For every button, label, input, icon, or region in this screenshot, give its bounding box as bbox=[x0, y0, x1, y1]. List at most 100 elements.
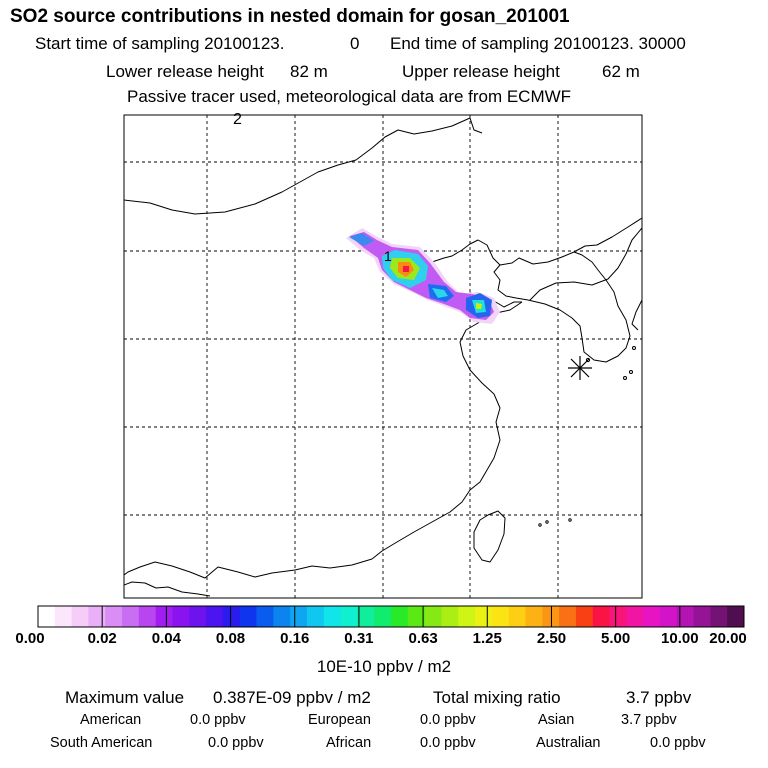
region-value: 0.0 ppbv bbox=[190, 712, 246, 728]
colorbar-swatch bbox=[122, 606, 140, 627]
colorbar-swatch bbox=[38, 606, 56, 627]
upper-release-label: Upper release height bbox=[402, 62, 560, 81]
colorbar-swatch bbox=[592, 606, 610, 627]
colorbar-swatch bbox=[391, 606, 409, 627]
colorbar-swatch bbox=[239, 606, 257, 627]
lower-release-label: Lower release height bbox=[106, 62, 264, 81]
colorbar-swatch bbox=[542, 606, 560, 627]
coast-east-china bbox=[371, 301, 523, 560]
island-dot bbox=[632, 346, 636, 350]
island-dot bbox=[568, 518, 572, 522]
colorbar-swatch bbox=[138, 606, 157, 627]
map-corner-label: 2 bbox=[233, 111, 242, 128]
border-dmz bbox=[529, 227, 642, 301]
colorbar-swatch bbox=[458, 606, 476, 627]
colorbar-tick-label: 0.16 bbox=[280, 630, 310, 647]
colorbar-swatch bbox=[290, 606, 308, 627]
figure-title: SO2 source contributions in nested domai… bbox=[10, 6, 570, 27]
colorbar-swatch bbox=[626, 606, 644, 627]
colorbar-swatch bbox=[189, 606, 207, 627]
colorbar-swatch bbox=[374, 606, 392, 627]
start-time-hour: 0 bbox=[350, 34, 360, 53]
region-value: 0.0 ppbv bbox=[420, 735, 476, 751]
colorbar-swatch bbox=[508, 606, 526, 627]
region-name: Asian bbox=[538, 712, 575, 728]
colorbar-swatch bbox=[54, 606, 73, 627]
colorbar-swatch bbox=[222, 606, 241, 627]
max-value: 0.387E-09 ppbv / m2 bbox=[213, 688, 371, 707]
region-value: 0.0 ppbv bbox=[420, 712, 476, 728]
map-plume-label: 1 bbox=[384, 248, 392, 264]
colorbar-swatch bbox=[575, 606, 594, 627]
region-name: Australian bbox=[536, 735, 601, 751]
colorbar-swatch bbox=[172, 606, 190, 627]
receptor-star-icon bbox=[568, 356, 592, 380]
island-taiwan bbox=[473, 510, 506, 563]
total-mixing-label: Total mixing ratio bbox=[433, 688, 561, 707]
plume-core-middle-inner bbox=[432, 288, 448, 298]
colorbar-tick-label: 0.63 bbox=[408, 630, 438, 647]
max-value-label: Maximum value bbox=[65, 688, 185, 707]
tracer-note: Passive tracer used, meteorological data… bbox=[127, 87, 572, 106]
colorbar-border bbox=[37, 605, 745, 628]
lower-release-value: 82 m bbox=[290, 62, 328, 81]
island-jeju bbox=[585, 357, 591, 363]
region-name: African bbox=[326, 735, 372, 751]
colorbar-swatch bbox=[88, 606, 106, 627]
colorbar-swatch bbox=[306, 606, 325, 627]
border-mongolia bbox=[124, 117, 483, 215]
colorbar-tick-label: 1.25 bbox=[472, 630, 502, 647]
colorbar-swatch bbox=[693, 606, 711, 627]
colorbar-swatch bbox=[155, 606, 173, 627]
plume-peak-max bbox=[403, 266, 409, 272]
colorbar-swatch bbox=[491, 606, 510, 627]
region-value: 0.0 ppbv bbox=[650, 735, 706, 751]
colorbar-swatch bbox=[609, 606, 627, 627]
end-time-label: End time of sampling 20100123. 30000 bbox=[390, 34, 686, 53]
colorbar-tick-label: 2.50 bbox=[536, 630, 567, 647]
region-value: 3.7 ppbv bbox=[621, 712, 677, 728]
colorbar-swatch bbox=[559, 606, 577, 627]
colorbar-swatch bbox=[323, 606, 341, 627]
colorbar-tick-label: 10.00 bbox=[661, 630, 699, 647]
region-name: European bbox=[308, 712, 371, 728]
total-mixing-value: 3.7 ppbv bbox=[626, 688, 692, 707]
colorbar-swatch bbox=[475, 606, 493, 627]
colorbar-swatch bbox=[676, 606, 694, 627]
so2-plume bbox=[346, 228, 500, 324]
colorbar bbox=[37, 605, 745, 628]
island-dot bbox=[538, 523, 542, 527]
colorbar-swatch bbox=[424, 606, 442, 627]
colorbar-tick-label: 5.00 bbox=[601, 630, 631, 647]
colorbar-swatch bbox=[105, 606, 123, 627]
colorbar-swatch bbox=[71, 606, 89, 627]
plume-core-west bbox=[349, 233, 374, 246]
colorbar-swatch bbox=[659, 606, 678, 627]
colorbar-swatch bbox=[256, 606, 274, 627]
colorbar-swatch bbox=[273, 606, 291, 627]
colorbar-tick-label: 0.04 bbox=[151, 630, 181, 647]
colorbar-swatch bbox=[525, 606, 543, 627]
island-dot bbox=[629, 370, 633, 374]
graticule bbox=[124, 115, 642, 598]
plume-core-east-peak bbox=[476, 303, 482, 309]
colorbar-tick-label: 0.08 bbox=[215, 630, 246, 647]
coast-korea bbox=[493, 251, 631, 363]
colorbar-tick-label: 20.00 bbox=[709, 630, 747, 647]
map-panel: 2 1 bbox=[123, 111, 643, 599]
colorbar-swatch bbox=[357, 606, 375, 627]
upper-release-value: 62 m bbox=[602, 62, 640, 81]
colorbar-swatch bbox=[727, 606, 745, 627]
colorbar-tick-label: 0.00 bbox=[15, 630, 45, 647]
start-time-label: Start time of sampling 20100123. bbox=[35, 34, 285, 53]
coast-south-china bbox=[124, 558, 373, 579]
colorbar-unit: 10E-10 ppbv / m2 bbox=[316, 657, 452, 676]
colorbar-swatch bbox=[340, 606, 358, 627]
region-name: American bbox=[80, 712, 142, 728]
colorbar-swatch bbox=[407, 606, 426, 627]
colorbar-tick-label: 0.02 bbox=[87, 630, 117, 647]
island-dot bbox=[623, 376, 627, 380]
coast-japan bbox=[631, 299, 642, 331]
colorbar-swatch bbox=[206, 606, 224, 627]
